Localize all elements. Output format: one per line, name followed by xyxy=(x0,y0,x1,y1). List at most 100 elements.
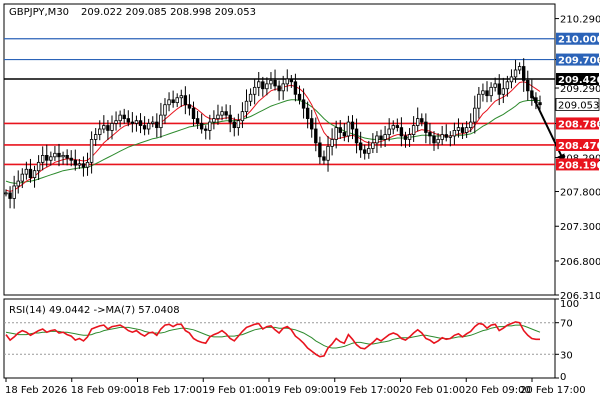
candle-body xyxy=(342,132,347,137)
level-label-210.000: 210.000 xyxy=(558,35,600,46)
candle-body xyxy=(138,120,143,126)
candle-body xyxy=(69,157,73,161)
candle-body xyxy=(477,93,481,109)
price-tick-label: 210.290 xyxy=(560,15,600,26)
candle-body xyxy=(310,118,314,130)
candle-body xyxy=(538,102,542,106)
candle-body xyxy=(134,120,139,124)
time-tick-label: 20 Feb 17:00 xyxy=(520,385,586,396)
candle-body xyxy=(191,107,196,119)
candle-body xyxy=(261,81,265,90)
candle-body xyxy=(460,127,465,133)
candle-body xyxy=(106,125,110,131)
candle-body xyxy=(36,161,41,172)
candle-body xyxy=(420,118,424,123)
level-label-208.470: 208.470 xyxy=(558,141,600,152)
candle-body xyxy=(8,192,12,199)
level-label-bg xyxy=(556,117,599,130)
candle-body xyxy=(171,99,175,104)
candle-body xyxy=(314,128,318,144)
level-label-208.780: 208.780 xyxy=(558,119,600,130)
candle-body xyxy=(277,85,281,92)
candle-body xyxy=(407,134,412,140)
candle-body xyxy=(257,81,261,88)
time-tick-label: 18 Feb 17:00 xyxy=(136,385,202,396)
candle-body xyxy=(142,125,147,130)
candle-body xyxy=(269,79,273,85)
candle-body xyxy=(224,111,228,116)
candle-body xyxy=(517,66,522,71)
candle-body xyxy=(383,134,387,140)
candle-body xyxy=(240,111,245,122)
candle-body xyxy=(167,99,171,106)
candle-body xyxy=(497,83,501,95)
candle-body xyxy=(183,95,188,106)
candle-body xyxy=(220,111,224,116)
level-lines xyxy=(4,38,555,166)
price-pane[interactable] xyxy=(3,3,556,296)
rsi-tick-label: 30 xyxy=(560,350,573,361)
level-label-209.420: 209.420 xyxy=(558,75,600,86)
candle-body xyxy=(151,121,155,124)
price-tick-label: 206.800 xyxy=(560,257,600,268)
candle-body xyxy=(289,78,294,83)
candle-body xyxy=(20,173,25,182)
candle-body xyxy=(195,118,200,124)
level-labels: 210.000 209.700 209.420 208.780 208.470 208.1… xyxy=(555,32,600,171)
candle-body xyxy=(212,118,216,123)
candle-body xyxy=(301,99,306,109)
candle-body xyxy=(346,121,351,137)
candle-body xyxy=(530,90,534,99)
candle-body xyxy=(236,120,241,129)
candle-body xyxy=(216,114,220,119)
candle-body xyxy=(77,163,82,166)
candle-body xyxy=(456,127,461,131)
candle-body xyxy=(126,118,130,123)
candle-body xyxy=(102,125,106,130)
rsi-header: RSI(14) 49.0442 ->MA(7) 57.0408 xyxy=(9,305,180,316)
candle-body xyxy=(448,135,453,138)
candle-body xyxy=(399,127,404,137)
candle-body xyxy=(61,155,65,158)
candle-body xyxy=(81,163,86,168)
candle-body xyxy=(293,81,298,95)
price-tick-label: 207.800 xyxy=(560,188,600,199)
candle-body xyxy=(354,128,359,144)
time-axis: 18 Feb 2026 18 Feb 09:00 18 Feb 17:00 19 Fe… xyxy=(5,378,586,396)
time-tick-label: 19 Feb 09:00 xyxy=(268,385,334,396)
candles xyxy=(4,58,542,209)
candle-body xyxy=(375,135,379,144)
projection-line xyxy=(530,93,566,163)
candle-body xyxy=(485,90,489,97)
candle-body xyxy=(387,128,391,135)
time-tick-label: 18 Feb 2026 xyxy=(5,385,67,396)
candle-body xyxy=(452,130,457,137)
candle-body xyxy=(521,66,526,81)
candle-body xyxy=(85,161,90,168)
ohlc-values: 209.022 209.085 208.998 209.053 xyxy=(81,7,256,18)
candle-body xyxy=(65,155,69,159)
candle-body xyxy=(285,78,289,85)
rsi-path xyxy=(5,321,540,358)
candle-body xyxy=(363,149,367,154)
candle-body xyxy=(118,114,122,122)
candle-body xyxy=(114,120,118,124)
candle-body xyxy=(53,152,57,158)
candle-body xyxy=(489,86,493,97)
candle-body xyxy=(12,185,16,199)
level-label-bg xyxy=(556,158,599,171)
candle-body xyxy=(416,118,420,126)
candle-body xyxy=(252,86,257,95)
candle-body xyxy=(322,156,326,161)
candle-body xyxy=(93,134,98,140)
candle-body xyxy=(4,192,8,195)
rsi-pane[interactable] xyxy=(3,298,556,379)
candle-body xyxy=(175,97,179,104)
candle-body xyxy=(440,134,444,140)
candle-body xyxy=(481,90,485,95)
candle-body xyxy=(159,114,163,129)
candle-body xyxy=(330,139,334,147)
candle-body xyxy=(28,168,33,179)
candle-body xyxy=(411,125,416,135)
